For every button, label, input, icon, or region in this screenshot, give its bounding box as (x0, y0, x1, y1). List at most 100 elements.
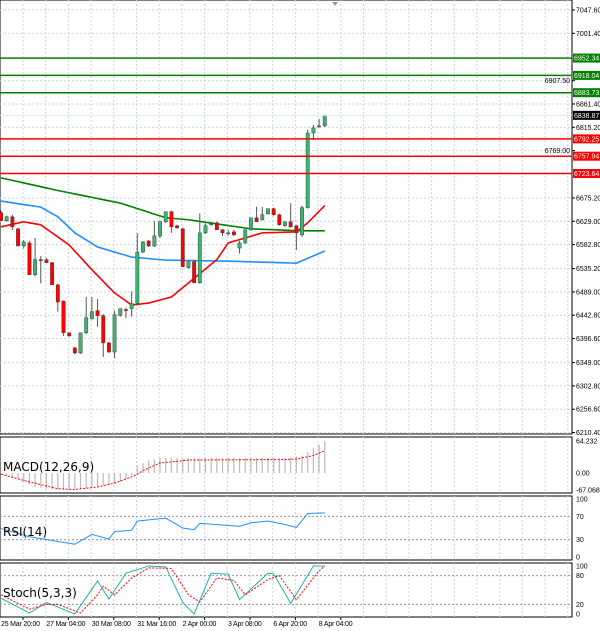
candle-bearish (214, 222, 219, 231)
candle-bearish (55, 284, 60, 303)
current-price-label: 6838.87 (574, 113, 599, 120)
macd-tick-label: 64.232 (576, 439, 598, 446)
candle-bullish (260, 214, 265, 220)
candle-bearish (180, 228, 185, 267)
price-tick-label: 6675.20 (576, 195, 600, 202)
price-tick-label: 6907.50 (545, 78, 570, 85)
price-tick-label: 6769.00 (545, 148, 570, 155)
candle-bearish (146, 240, 151, 247)
time-tick-label: 27 Mar 04:00 (46, 621, 85, 628)
price-tick-label: 6396.60 (576, 336, 600, 343)
stoch-signal-line (0, 565, 326, 614)
candle-bullish (152, 235, 157, 247)
candle-bullish (209, 223, 214, 225)
candle-bullish (129, 303, 134, 309)
candle-bearish (44, 259, 49, 263)
candle-bearish (175, 225, 179, 229)
support-level-tag (573, 169, 600, 179)
candle-bullish (112, 314, 117, 353)
candle-bullish (243, 229, 248, 244)
time-tick-label: 2 Apr 00:00 (183, 621, 217, 628)
macd-signal-line (0, 450, 325, 490)
candle-bearish (16, 228, 20, 247)
candle-bullish (78, 332, 83, 354)
candle-bearish (169, 211, 174, 228)
support-level-label: 6792.25 (574, 136, 599, 143)
candle-bullish (21, 241, 26, 247)
price-tick-label: 7001.40 (576, 31, 600, 38)
price-tick-label: 6861.40 (576, 101, 600, 108)
macd-label: MACD(12,26,9) (3, 460, 94, 474)
price-tick-label: 6629.00 (576, 219, 600, 226)
stoch-tick-label: 80 (576, 573, 584, 580)
candle-bullish (203, 225, 208, 234)
resistance-level-label: 6952.34 (574, 56, 599, 63)
resistance-level-label: 6883.73 (574, 90, 599, 97)
candle-bullish (311, 127, 316, 134)
rsi-tick-label: 70 (576, 514, 584, 521)
macd-tick-label: -67.068 (576, 488, 600, 495)
candle-bearish (192, 261, 197, 284)
candle-bullish (305, 132, 310, 208)
candle-bearish (101, 315, 106, 344)
candle-bullish (158, 221, 162, 237)
candle-bearish (50, 262, 55, 286)
stoch-tick-label: 100 (576, 564, 588, 571)
candle-bearish (220, 229, 225, 234)
candle-bullish (322, 115, 327, 127)
price-tick-label: 6256.60 (576, 407, 600, 414)
rsi-tick-label: 30 (576, 537, 584, 544)
candle-bearish (231, 231, 236, 236)
panel-rsi (0, 495, 573, 561)
time-tick-label: 8 Apr 04:00 (319, 621, 353, 628)
candle-bearish (72, 347, 77, 354)
candle-bullish (33, 259, 37, 275)
candle-bearish (294, 225, 299, 234)
candle-bullish (141, 241, 145, 253)
current-price-tag (573, 110, 600, 120)
candle-bullish (197, 232, 202, 284)
candle-bearish (288, 221, 293, 228)
time-tick-label: 3 Apr 08:00 (228, 621, 262, 628)
candle-bearish (277, 214, 282, 226)
candle-bullish (317, 125, 321, 128)
candle-bullish (300, 207, 304, 236)
support-level-label: 6723.64 (574, 171, 599, 178)
stoch-label: Stoch(5,3,3) (3, 586, 77, 600)
support-level-tag (573, 134, 600, 144)
candle-bearish (254, 217, 259, 222)
ma-slow-line (0, 177, 325, 232)
time-tick-label: 6 Apr 20:00 (273, 621, 307, 628)
price-tick-label: 6489.00 (576, 289, 600, 296)
candle-bullish (89, 311, 94, 319)
candle-bullish (135, 251, 140, 304)
rsi-label: RSI(14) (3, 525, 47, 539)
support-level-label: 6757.94 (574, 154, 599, 161)
candle-bullish (4, 216, 9, 221)
resistance-level-tag (573, 70, 600, 80)
candle-bullish (226, 232, 231, 235)
candle-bullish (237, 242, 242, 249)
candle-bearish (10, 216, 15, 228)
price-tick-label: 6442.80 (576, 313, 600, 320)
stoch-tick-label: 20 (576, 602, 584, 609)
candle-bullish (249, 217, 253, 231)
rsi-tick-label: 100 (576, 497, 588, 504)
chart-shift-marker-icon (332, 2, 338, 6)
ma-fast-line (0, 205, 326, 306)
price-tick-label: 6815.20 (576, 125, 600, 132)
time-tick-label: 30 Mar 08:00 (92, 621, 131, 628)
price-tick-label: 6349.00 (576, 360, 600, 367)
resistance-level-tag (573, 53, 600, 63)
candle-bearish (271, 208, 276, 215)
panel-stoch (0, 562, 573, 618)
candle-bullish (163, 211, 168, 222)
candle-bearish (107, 342, 111, 353)
time-tick-label: 25 Mar 20:00 (1, 621, 40, 628)
candle-bearish (67, 332, 72, 337)
macd-tick-label: 0.00 (576, 471, 590, 478)
candle-bullish (266, 208, 270, 214)
stoch-tick-label: 0 (576, 612, 580, 619)
